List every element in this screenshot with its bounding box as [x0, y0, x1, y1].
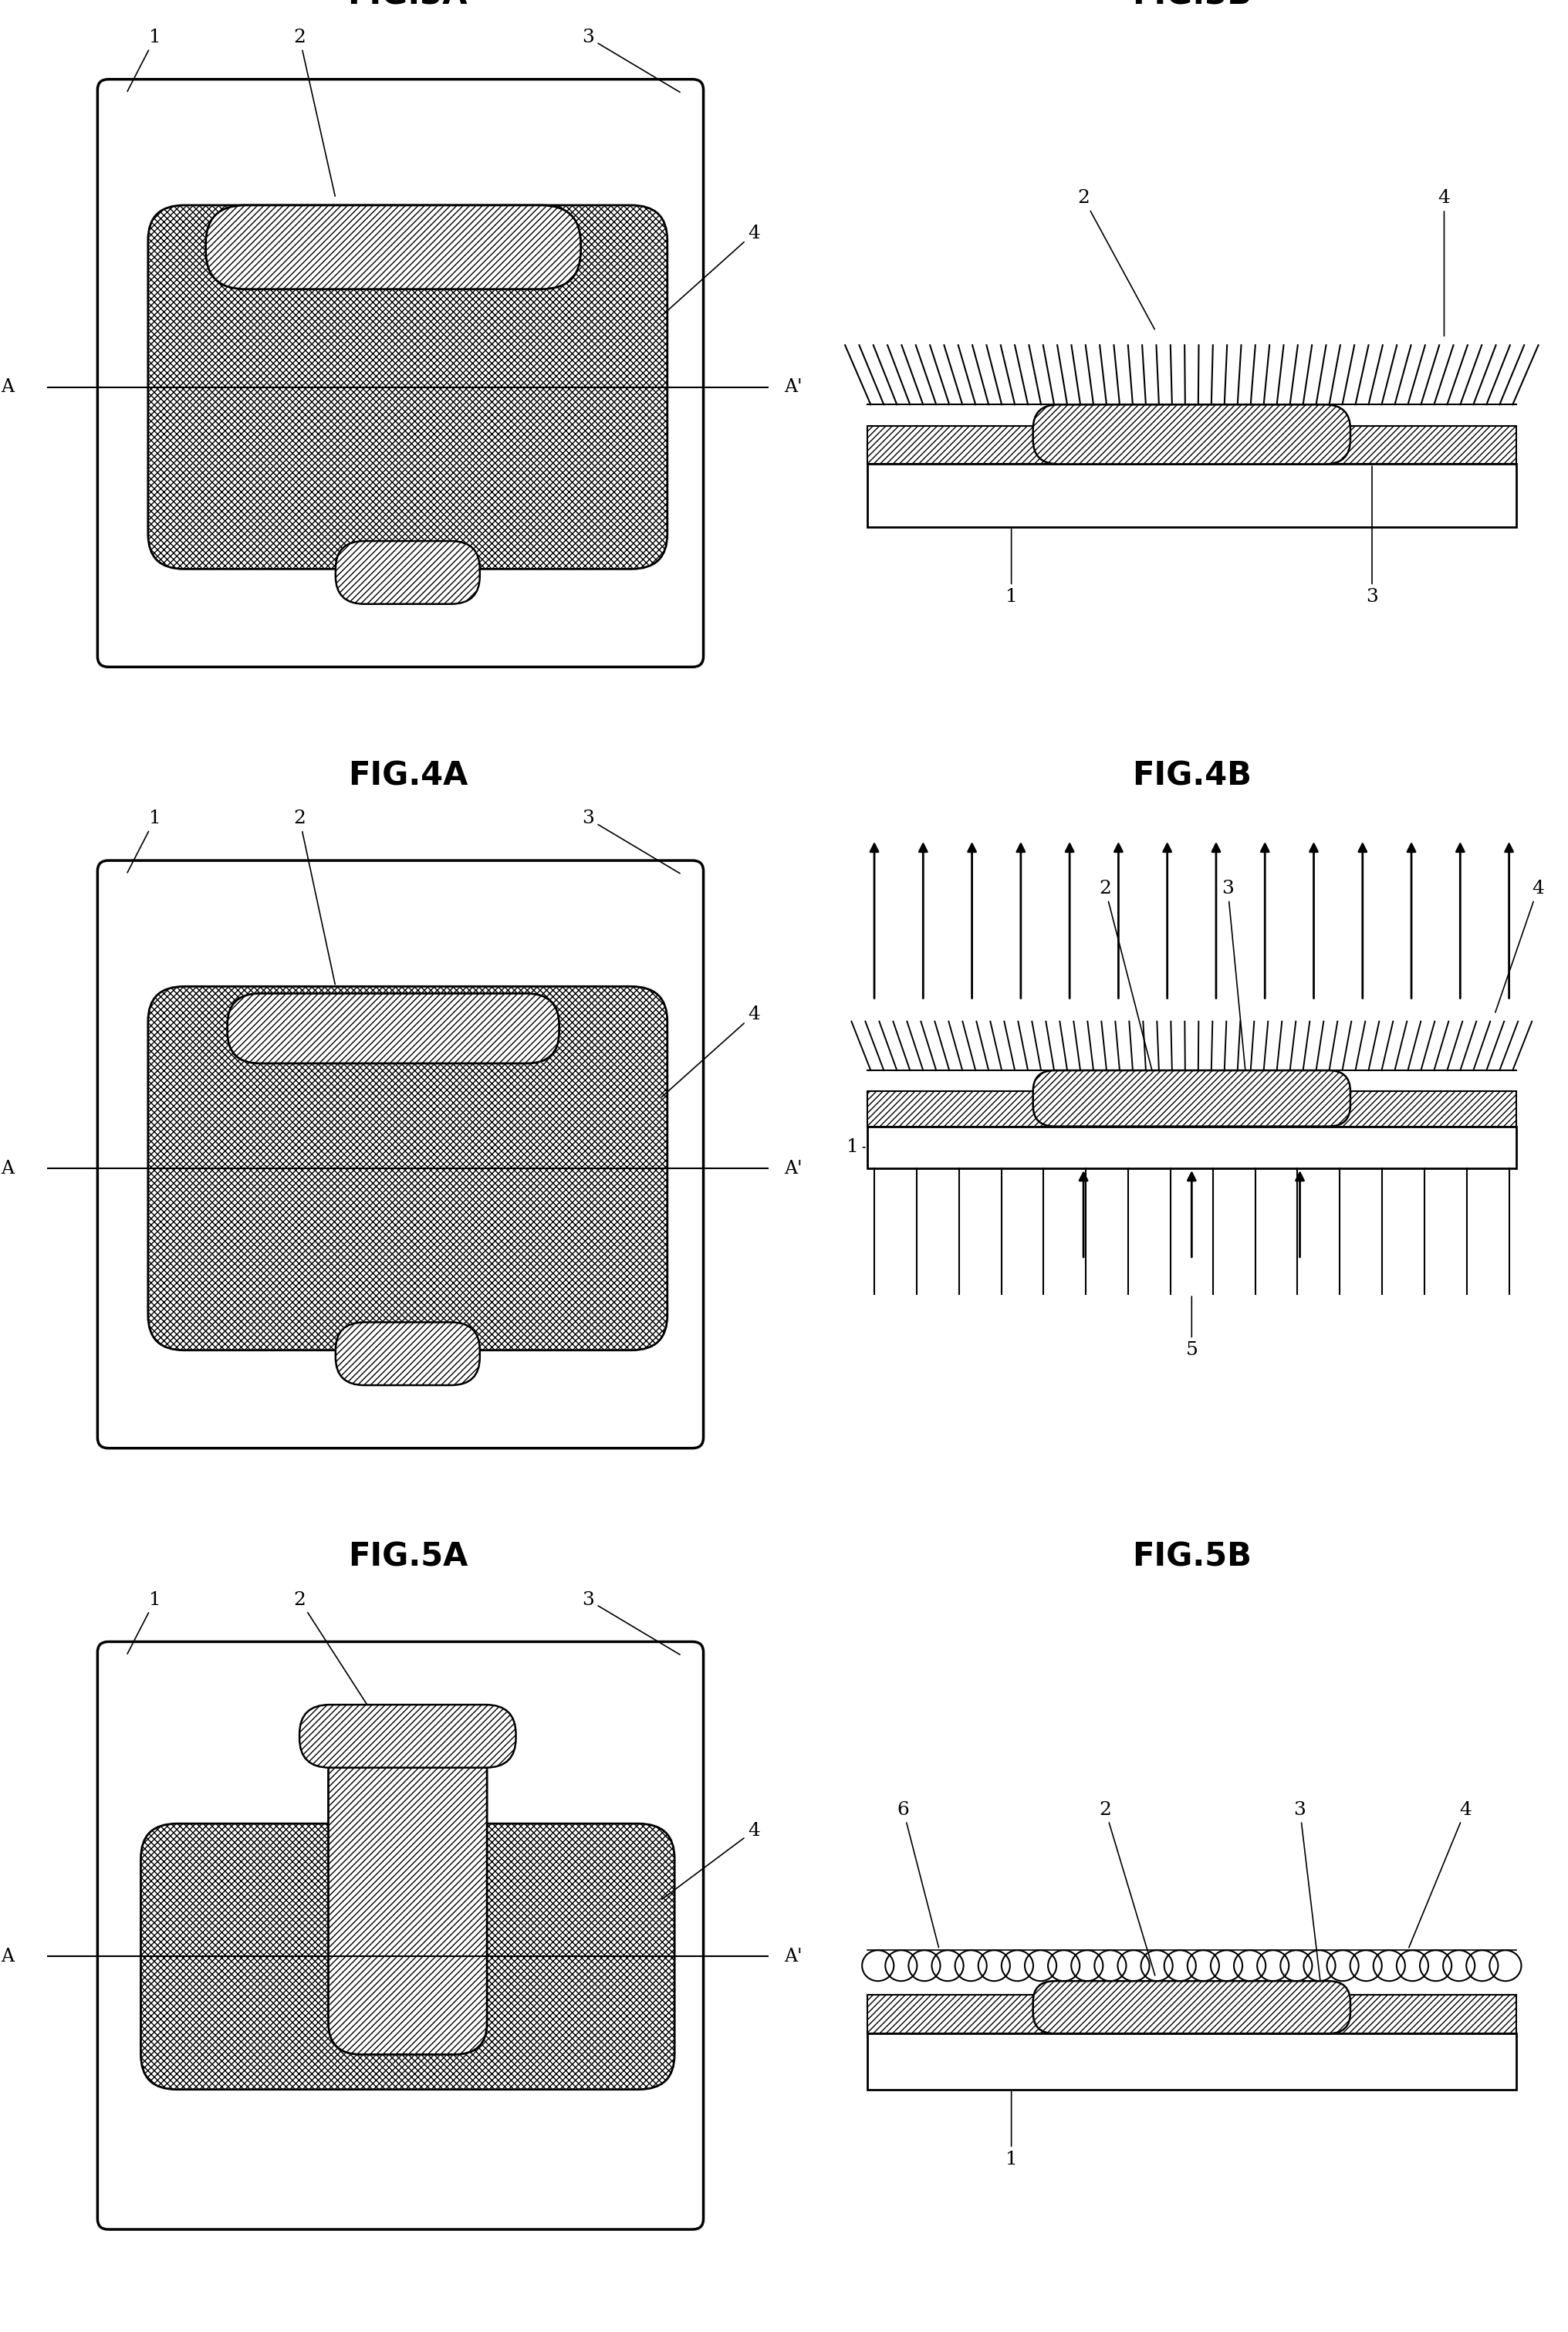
Title: FIG.5B: FIG.5B: [1132, 1541, 1251, 1574]
FancyBboxPatch shape: [147, 986, 668, 1350]
FancyBboxPatch shape: [227, 993, 560, 1063]
Bar: [867, 1126, 1516, 1168]
Text: A': A': [784, 1159, 803, 1178]
Text: 1: 1: [1005, 529, 1018, 606]
Text: 2: 2: [293, 1590, 370, 1709]
FancyBboxPatch shape: [328, 1740, 488, 2054]
FancyBboxPatch shape: [1033, 1070, 1350, 1126]
Bar: [867, 2034, 1516, 2089]
Text: 4: 4: [662, 224, 760, 315]
Text: 2: 2: [293, 28, 336, 196]
FancyBboxPatch shape: [141, 1824, 674, 2089]
Bar: [867, 464, 1516, 527]
Title: FIG.3A: FIG.3A: [348, 0, 467, 12]
Text: A': A': [784, 378, 803, 396]
Text: 1: 1: [127, 809, 162, 872]
Text: 3: 3: [582, 28, 681, 93]
Text: 2: 2: [293, 809, 336, 984]
Text: 2: 2: [1099, 1800, 1156, 1975]
Text: 3: 3: [582, 1590, 681, 1656]
Text: 4: 4: [1438, 189, 1450, 336]
Text: A: A: [2, 1159, 14, 1178]
Bar: [867, 1996, 1516, 2034]
Bar: [867, 1091, 1516, 1126]
Bar: [867, 427, 1516, 464]
Text: 4: 4: [662, 1821, 760, 1898]
Text: 5: 5: [1185, 1297, 1198, 1360]
Text: A': A': [784, 1947, 803, 1966]
Text: 3: 3: [582, 809, 681, 874]
Title: FIG.3B: FIG.3B: [1132, 0, 1251, 12]
FancyBboxPatch shape: [299, 1705, 516, 1768]
FancyBboxPatch shape: [97, 861, 704, 1448]
Text: 6: 6: [897, 1800, 939, 1947]
FancyBboxPatch shape: [1033, 406, 1350, 464]
Text: 2: 2: [1077, 189, 1154, 329]
Text: 1: 1: [127, 1590, 162, 1653]
Text: 1: 1: [127, 28, 162, 91]
Text: 1: 1: [847, 1138, 866, 1157]
Bar: [867, 427, 1516, 464]
FancyBboxPatch shape: [97, 79, 704, 667]
Text: 3: 3: [1366, 466, 1378, 606]
FancyBboxPatch shape: [205, 205, 580, 289]
Text: A: A: [2, 378, 14, 396]
FancyBboxPatch shape: [97, 1642, 704, 2229]
Text: 3: 3: [1294, 1800, 1322, 1989]
Text: A: A: [2, 1947, 14, 1966]
Text: 1: 1: [1005, 2092, 1018, 2169]
Title: FIG.4B: FIG.4B: [1132, 760, 1251, 793]
Text: 3: 3: [1221, 879, 1250, 1110]
Text: 4: 4: [1410, 1800, 1472, 1947]
Text: 2: 2: [1099, 879, 1156, 1082]
Text: 4: 4: [662, 1005, 760, 1096]
FancyBboxPatch shape: [147, 205, 668, 569]
FancyBboxPatch shape: [336, 541, 480, 604]
FancyBboxPatch shape: [1033, 1982, 1350, 2034]
Title: FIG.4A: FIG.4A: [348, 760, 467, 793]
Text: 4: 4: [1496, 879, 1544, 1012]
FancyBboxPatch shape: [336, 1322, 480, 1385]
Title: FIG.5A: FIG.5A: [348, 1541, 467, 1574]
